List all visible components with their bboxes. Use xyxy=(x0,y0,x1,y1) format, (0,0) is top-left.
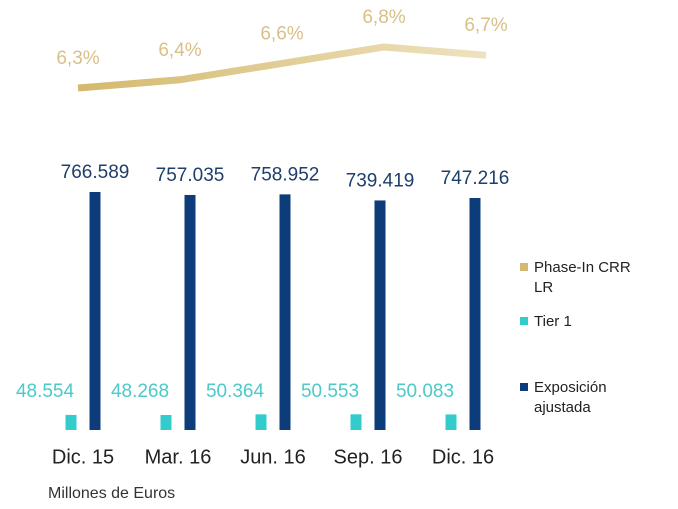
data-label: 747.216 xyxy=(441,168,510,189)
legend-label: Phase-In CRR LR xyxy=(534,259,631,296)
bar xyxy=(89,192,101,430)
data-label: 6,4% xyxy=(158,40,201,61)
x-tick-label: Dic. 16 xyxy=(432,446,494,468)
line xyxy=(77,43,487,92)
data-label: 757.035 xyxy=(156,165,225,186)
bar xyxy=(160,415,172,430)
x-tick-label: Dic. 15 xyxy=(52,446,114,468)
bar xyxy=(279,194,291,430)
legend-item: Exposición ajustada xyxy=(520,378,624,418)
bar xyxy=(445,414,457,430)
data-label: 6,6% xyxy=(260,23,303,44)
data-label: 6,8% xyxy=(362,7,405,28)
legend-label: Tier 1 xyxy=(534,313,572,330)
x-tick-label: Jun. 16 xyxy=(240,446,306,468)
data-label: 739.419 xyxy=(346,170,415,191)
legend-swatch xyxy=(520,383,528,391)
data-label: 758.952 xyxy=(251,164,320,185)
x-tick-label: Sep. 16 xyxy=(334,446,403,468)
bar xyxy=(350,414,362,430)
legend-item: Phase-In CRR LR xyxy=(520,258,644,298)
data-label: 50.553 xyxy=(301,381,359,402)
data-label: 50.083 xyxy=(396,381,454,402)
legend-label: Exposición ajustada xyxy=(534,379,607,416)
data-label: 50.364 xyxy=(206,381,265,402)
bar xyxy=(65,414,77,430)
legend-item: Tier 1 xyxy=(520,312,644,332)
x-tick-label: Mar. 16 xyxy=(145,446,212,468)
note: Millones de Euros xyxy=(48,485,175,502)
bar xyxy=(469,198,481,430)
bar xyxy=(184,194,196,430)
data-label: 6,3% xyxy=(56,48,99,69)
legend-swatch xyxy=(520,317,528,325)
data-label: 6,7% xyxy=(464,15,507,36)
bar xyxy=(374,200,386,430)
data-label: 48.268 xyxy=(111,381,169,402)
data-label: 766.589 xyxy=(61,162,130,183)
bar xyxy=(255,414,267,430)
legend-swatch xyxy=(520,263,528,271)
data-label: 48.554 xyxy=(16,381,75,402)
